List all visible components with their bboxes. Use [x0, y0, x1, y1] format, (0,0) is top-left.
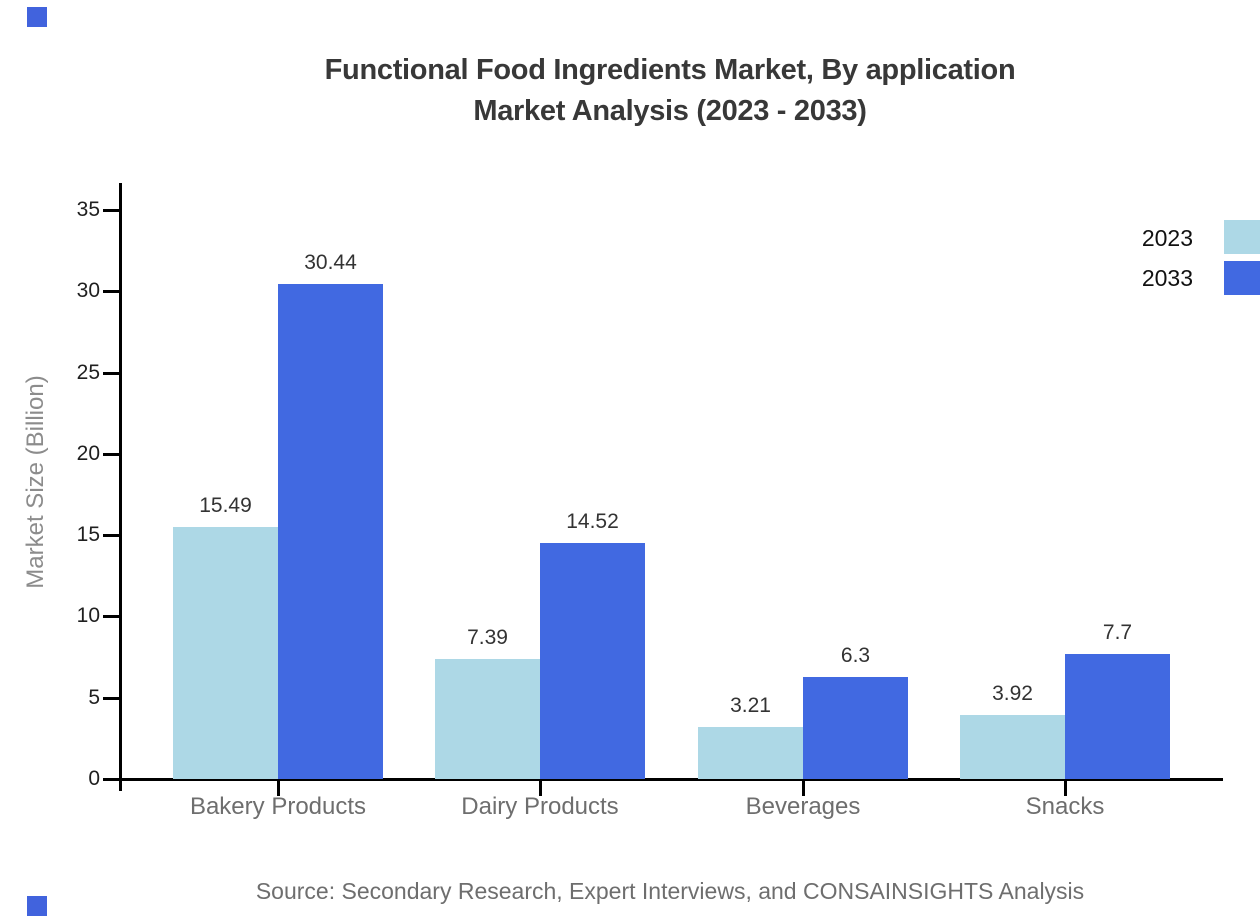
bar-2023-bakery-products	[173, 527, 278, 779]
y-tick-label: 25	[76, 360, 100, 384]
legend-label-2033: 2033	[1141, 265, 1193, 291]
bar-value-label-2033-dairy-products: 14.52	[566, 510, 619, 533]
bar-2033-snacks	[1065, 654, 1170, 779]
category-label: Dairy Products	[461, 793, 619, 820]
bar-2033-beverages	[803, 677, 908, 779]
y-tick-label: 5	[88, 685, 100, 709]
y-tick-label: 20	[76, 441, 100, 465]
y-tick-label: 10	[76, 604, 100, 628]
bar-value-label-2023-bakery-products: 15.49	[199, 494, 252, 517]
bar-value-label-2033-beverages: 6.3	[840, 644, 871, 667]
x-tick	[277, 778, 280, 796]
legend-swatch-2033	[1224, 261, 1260, 295]
bar-value-label-2023-beverages: 3.21	[730, 694, 771, 717]
y-tick-label: 0	[88, 767, 100, 790]
legend-swatch-2023	[1224, 220, 1260, 254]
bar-value-label-2033-bakery-products: 30.44	[304, 251, 357, 274]
category-label: Bakery Products	[189, 793, 367, 820]
bar-value-label-2023-snacks: 3.92	[992, 682, 1033, 705]
y-tick	[103, 615, 119, 619]
y-tick	[103, 534, 119, 538]
y-tick	[103, 290, 119, 294]
chart-title-line2: Market Analysis (2023 - 2033)	[473, 95, 867, 127]
corner-accent-bottom-left	[27, 896, 47, 916]
bar-value-label-2033-snacks: 7.7	[1102, 621, 1133, 644]
bar-value-label-2023-dairy-products: 7.39	[467, 626, 508, 649]
y-tick-label: 15	[76, 523, 100, 547]
y-axis-title: Market Size (Billion)	[22, 375, 49, 589]
y-tick	[103, 452, 119, 456]
bar-2023-snacks	[960, 715, 1065, 779]
category-label: Snacks	[1025, 793, 1105, 820]
y-tick-label: 30	[76, 279, 100, 303]
bar-2023-dairy-products	[435, 659, 540, 779]
y-tick	[103, 371, 119, 375]
chart-title-line1: Functional Food Ingredients Market, By a…	[324, 54, 1016, 86]
x-axis-spine	[104, 778, 1223, 781]
x-tick	[539, 778, 542, 796]
x-tick	[1064, 778, 1067, 796]
legend-label-2023: 2023	[1141, 225, 1193, 251]
bar-2023-beverages	[698, 727, 803, 779]
source-note: Source: Secondary Research, Expert Inter…	[255, 878, 1085, 904]
corner-accent-top-left	[27, 7, 47, 27]
y-tick	[103, 696, 119, 700]
category-label: Beverages	[745, 793, 861, 820]
bar-2033-bakery-products	[278, 284, 383, 779]
y-tick-label: 35	[76, 197, 100, 221]
y-axis-spine	[119, 183, 122, 791]
y-tick	[103, 778, 119, 781]
x-tick	[802, 778, 805, 796]
chart-title: Functional Food Ingredients Market, By a…	[140, 50, 1200, 132]
y-tick	[103, 208, 119, 212]
bar-2033-dairy-products	[540, 543, 645, 779]
